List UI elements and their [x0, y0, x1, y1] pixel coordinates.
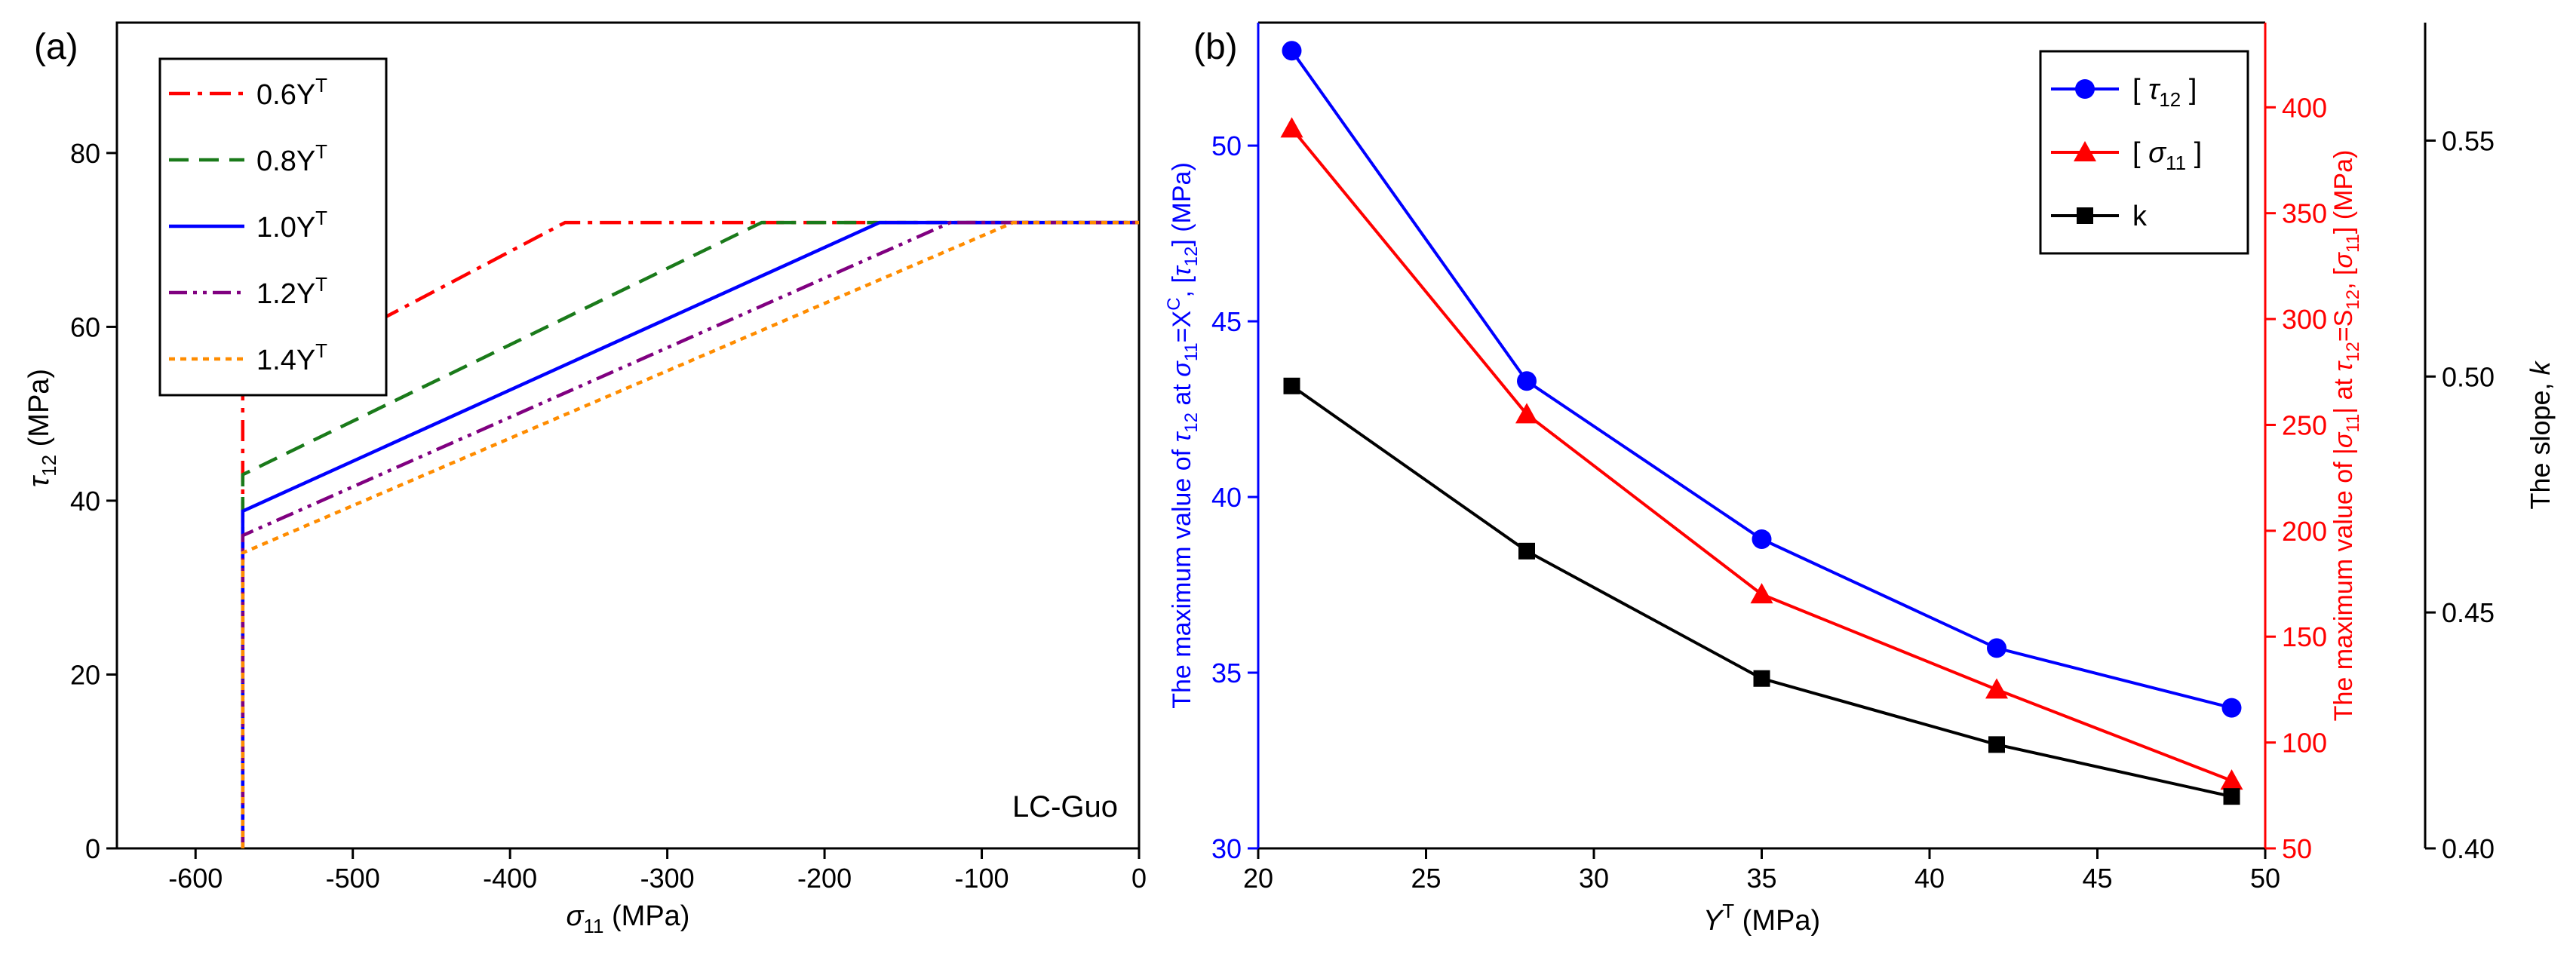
- y-axis-label: τ12 (MPa): [23, 369, 60, 487]
- x-tick-label: -400: [483, 863, 537, 894]
- y-tick-label: 40: [70, 486, 100, 517]
- x-axis-label: σ11 (MPa): [566, 900, 690, 937]
- left-tick-label: 40: [1211, 482, 1242, 513]
- left-tick-label: 50: [1211, 130, 1242, 161]
- legend-label: 0.8YT: [256, 140, 327, 177]
- right-tick-label: 350: [2282, 198, 2327, 229]
- x-tick-label: 25: [1411, 863, 1441, 894]
- data-point-square: [1753, 670, 1770, 687]
- far-axis-label: The slope, k: [2525, 360, 2556, 509]
- data-point-circle: [2221, 698, 2242, 718]
- x-tick-label: 35: [1746, 863, 1776, 894]
- data-point-square: [1283, 377, 1300, 394]
- legend-label: 0.6YT: [256, 74, 327, 111]
- data-point-triangle: [2220, 769, 2243, 790]
- annotation-text: LC-Guo: [1012, 790, 1118, 823]
- right-tick-label: 400: [2282, 92, 2327, 123]
- data-point-triangle: [1515, 403, 1538, 424]
- x-tick-label: 30: [1579, 863, 1609, 894]
- data-point-square: [2223, 788, 2240, 805]
- legend-label: k: [2132, 201, 2148, 232]
- data-point-square: [1518, 542, 1535, 560]
- x-tick-label: -600: [168, 863, 223, 894]
- x-tick-label: 0: [1131, 863, 1147, 894]
- y-tick-label: 60: [70, 311, 100, 342]
- data-point-circle: [1987, 638, 2006, 658]
- panel-a-chart: -600 -500 -400 -300 -200 -100 0 0 20 40 60 80 σ11 (M…: [23, 21, 1147, 937]
- far-tick-label: 0.45: [2442, 597, 2495, 628]
- y-tick-label: 20: [70, 659, 100, 690]
- x-tick-label: 40: [1914, 863, 1945, 894]
- series-line-12YYT: [241, 220, 1139, 848]
- left-axis-label: The maximum value of τ12 at σ11=XC, [τ12…: [1164, 162, 1202, 709]
- right-tick-label: 300: [2282, 304, 2327, 335]
- right-tick-label: 50: [2282, 833, 2312, 864]
- legend-label: 1.2YT: [256, 273, 327, 310]
- data-point-circle: [1517, 371, 1537, 391]
- far-tick-label: 0.40: [2442, 833, 2495, 864]
- right-axis-label: The maximum value of |σ11| at τ12=S12, […: [2329, 150, 2363, 722]
- legend-label: 1.0YT: [256, 207, 327, 244]
- legend-label: [ σ11 ]: [2132, 137, 2202, 174]
- left-tick-label: 30: [1211, 833, 1242, 864]
- right-tick-label: 100: [2282, 728, 2327, 759]
- legend-label: 1.4YT: [256, 339, 327, 376]
- legend-marker: [2075, 79, 2095, 99]
- right-tick-label: 200: [2282, 516, 2327, 547]
- legend-marker: [2074, 141, 2096, 161]
- right-tick-label: 250: [2282, 409, 2327, 440]
- x-tick-label: 45: [2082, 863, 2112, 894]
- panel-label: (a): [34, 27, 78, 67]
- plot-frame: [115, 21, 1141, 850]
- x-axis-label: YT (MPa): [1703, 900, 1820, 937]
- x-tick-label: -200: [797, 863, 852, 894]
- data-point-triangle: [1750, 583, 1773, 604]
- data-point-circle: [1282, 41, 1302, 61]
- data-point-circle: [1752, 529, 1772, 549]
- x-tick-label: -100: [955, 863, 1009, 894]
- legend-marker: [2077, 207, 2093, 224]
- panel-label: (b): [1193, 27, 1238, 67]
- legend-label: [ τ12 ]: [2132, 74, 2197, 111]
- far-tick-label: 0.50: [2442, 361, 2495, 392]
- left-tick-label: 45: [1211, 306, 1242, 337]
- far-tick-label: 0.55: [2442, 125, 2495, 156]
- data-point-triangle: [1985, 678, 2008, 699]
- right-tick-label: 150: [2282, 621, 2327, 652]
- x-tick-label: -300: [640, 863, 695, 894]
- left-tick-label: 35: [1211, 658, 1242, 689]
- data-point-square: [1988, 736, 2005, 753]
- series-line-14YYT: [241, 220, 1139, 848]
- x-tick-label: 20: [1243, 863, 1273, 894]
- data-point-triangle: [1280, 117, 1303, 138]
- x-tick-label: -500: [326, 863, 380, 894]
- x-tick-label: 50: [2250, 863, 2280, 894]
- y-tick-label: 0: [85, 833, 100, 864]
- y-tick-label: 80: [70, 138, 100, 169]
